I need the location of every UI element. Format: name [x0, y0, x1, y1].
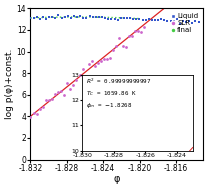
- Point: [91, 15, 94, 18]
- Point: [153, 19, 157, 22]
- Point: [96, 61, 100, 64]
- Point: [69, 17, 73, 20]
- Point: [44, 17, 48, 20]
- Point: [84, 77, 87, 80]
- Point: [41, 15, 45, 18]
- Point: [188, 20, 191, 23]
- Point: [66, 15, 69, 18]
- Point: [63, 93, 66, 96]
- Point: [35, 113, 38, 116]
- Point: [163, 18, 166, 21]
- Point: [130, 35, 134, 38]
- Point: [47, 99, 51, 102]
- Point: [121, 44, 124, 47]
- Point: [125, 17, 129, 20]
- Point: [184, 20, 188, 23]
- Point: [144, 18, 147, 21]
- Point: [72, 14, 76, 17]
- Point: [54, 16, 57, 19]
- Point: [131, 17, 135, 20]
- Point: [133, 29, 136, 32]
- Point: [150, 18, 154, 21]
- Point: [53, 92, 57, 95]
- Point: [141, 18, 144, 21]
- Point: [29, 115, 32, 118]
- Point: [51, 16, 54, 19]
- Point: [112, 49, 115, 52]
- Point: [136, 29, 140, 33]
- Point: [127, 35, 130, 38]
- Point: [75, 78, 78, 81]
- Point: [138, 17, 141, 20]
- Point: [32, 112, 35, 115]
- Point: [97, 15, 101, 18]
- Point: [38, 107, 41, 110]
- Point: [172, 19, 175, 22]
- Point: [78, 73, 81, 76]
- Point: [82, 16, 85, 19]
- Point: [116, 18, 119, 21]
- Point: [107, 18, 110, 21]
- Point: [93, 64, 97, 67]
- Point: [79, 15, 82, 18]
- Point: [87, 62, 90, 65]
- Point: [41, 105, 44, 108]
- Point: [103, 58, 106, 61]
- Point: [169, 20, 172, 23]
- Point: [166, 19, 169, 22]
- Point: [113, 18, 116, 21]
- Point: [94, 15, 98, 19]
- Point: [197, 21, 200, 24]
- Point: [142, 26, 146, 29]
- Point: [72, 84, 75, 87]
- Point: [88, 15, 91, 18]
- Point: [85, 16, 88, 19]
- Point: [110, 17, 113, 20]
- Point: [47, 16, 51, 19]
- Point: [191, 22, 194, 25]
- Y-axis label: log p(φ)+const.: log p(φ)+const.: [5, 49, 14, 119]
- Point: [57, 13, 60, 16]
- Point: [81, 67, 84, 70]
- Point: [128, 16, 132, 19]
- Point: [105, 58, 109, 61]
- Point: [90, 59, 94, 62]
- Point: [32, 17, 35, 20]
- Point: [59, 89, 63, 92]
- Point: [76, 16, 79, 19]
- X-axis label: φ: φ: [114, 174, 120, 184]
- Point: [181, 20, 185, 23]
- Point: [29, 16, 32, 19]
- Point: [38, 18, 41, 21]
- Point: [35, 16, 38, 19]
- Point: [135, 17, 138, 20]
- Point: [66, 81, 69, 84]
- Point: [147, 18, 150, 21]
- Point: [56, 90, 60, 93]
- Point: [156, 18, 160, 21]
- Point: [115, 44, 118, 47]
- Point: [139, 30, 143, 33]
- Point: [194, 19, 197, 22]
- Point: [124, 46, 127, 49]
- Point: [63, 15, 66, 18]
- Point: [118, 36, 121, 39]
- Point: [44, 99, 47, 102]
- Point: [175, 18, 178, 21]
- Point: [60, 16, 63, 19]
- Point: [50, 98, 54, 101]
- Legend: Liquid, SLR, final: Liquid, SLR, final: [169, 12, 200, 35]
- Point: [69, 87, 72, 90]
- Point: [178, 22, 182, 26]
- Point: [99, 60, 103, 63]
- Point: [104, 17, 107, 20]
- Point: [100, 15, 104, 18]
- Point: [160, 17, 163, 20]
- Point: [122, 17, 125, 20]
- Point: [119, 17, 122, 20]
- Point: [109, 57, 112, 60]
